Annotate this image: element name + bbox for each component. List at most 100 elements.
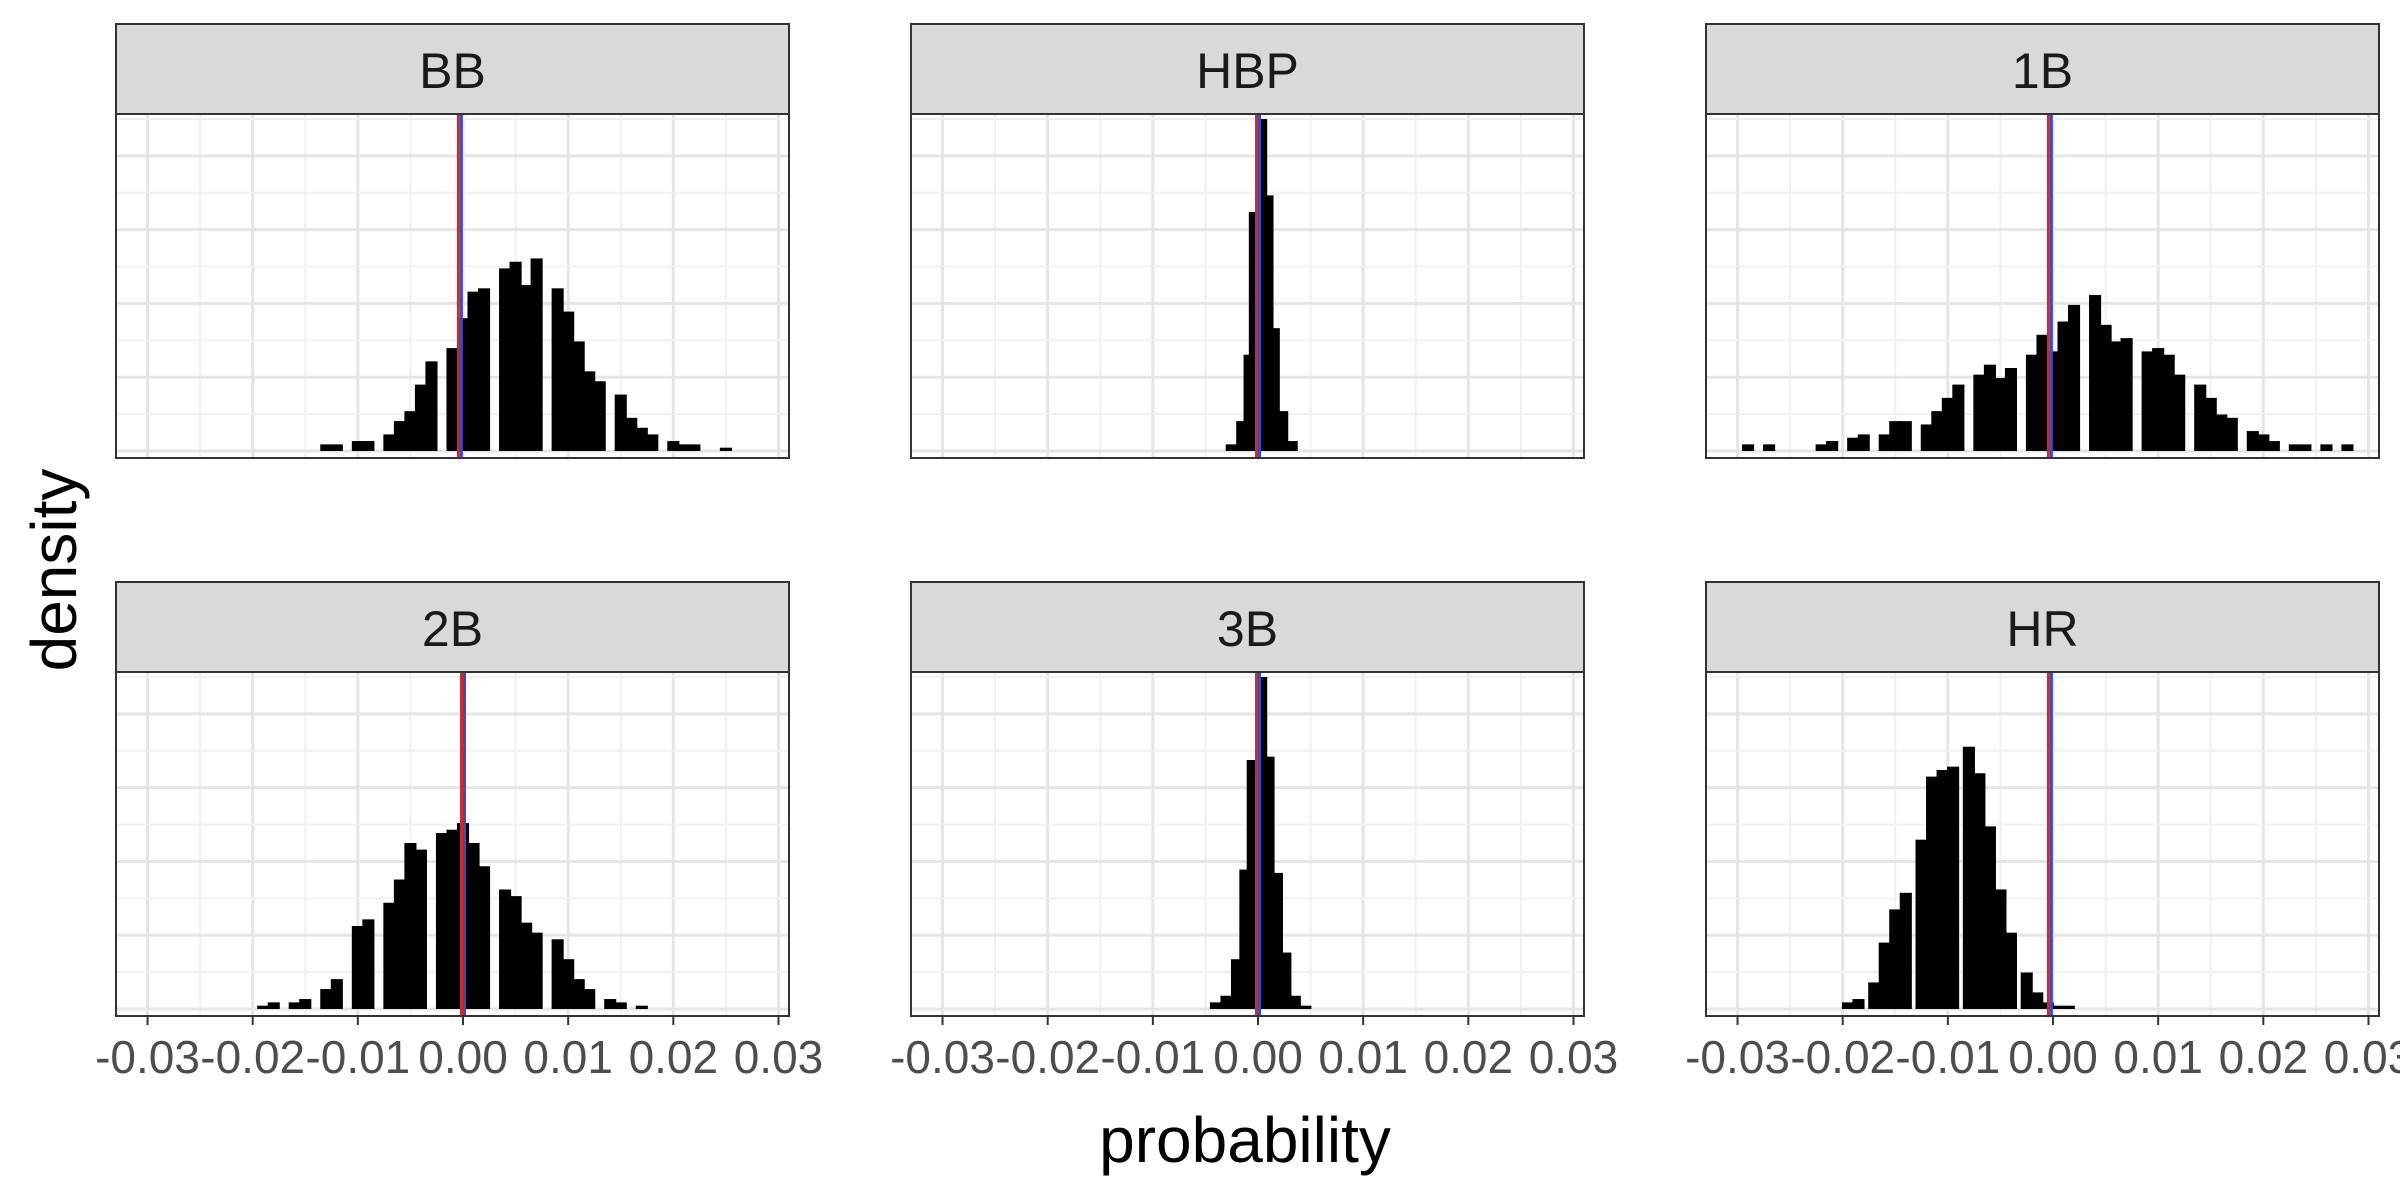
histogram-bar xyxy=(1947,766,1960,1009)
facet-strip-label: HR xyxy=(2006,601,2078,657)
facet-strip xyxy=(910,23,1585,115)
histogram-bar xyxy=(1994,377,2007,451)
histogram-bar xyxy=(393,879,406,1009)
histogram-bar xyxy=(583,989,596,1009)
histogram-bar xyxy=(1847,437,1860,451)
histogram-bar xyxy=(1763,444,1776,451)
histogram-bar xyxy=(299,999,312,1009)
histogram-bar xyxy=(446,829,459,1009)
histogram-bar xyxy=(2062,1005,2075,1009)
histogram-bar xyxy=(1878,434,1891,451)
histogram-bar xyxy=(499,268,512,451)
histogram-bar xyxy=(604,999,617,1009)
x-tick-label: 0.01 xyxy=(1318,1031,1408,1083)
histogram-bar xyxy=(614,1002,627,1009)
histogram-bar xyxy=(2020,972,2033,1009)
histogram-bar xyxy=(1868,982,1881,1009)
histogram-bar xyxy=(2057,321,2070,451)
histogram-bar xyxy=(2162,354,2175,451)
facet-panel: BB xyxy=(115,23,790,459)
histogram-bar xyxy=(1920,424,1933,451)
histogram-bar xyxy=(467,843,480,1009)
y-axis-title: density xyxy=(18,469,90,672)
facet-panel: HBP xyxy=(910,23,1585,459)
histogram-bar xyxy=(572,341,585,451)
histogram-bar xyxy=(362,919,375,1009)
x-tick-label: 0.03 xyxy=(734,1031,824,1083)
histogram-bar xyxy=(688,444,701,451)
facet-strip-label: HBP xyxy=(1196,43,1299,99)
facet-strip xyxy=(115,581,790,673)
histogram-bar xyxy=(1983,826,1996,1009)
x-tick-label: -0.02 xyxy=(200,1031,305,1083)
histogram-bar xyxy=(2099,324,2112,451)
histogram-bar xyxy=(414,849,427,1009)
histogram-bar xyxy=(1994,889,2007,1009)
histogram-bar xyxy=(1915,839,1928,1009)
panel-border xyxy=(1705,671,2380,1017)
histogram-bar xyxy=(562,311,575,451)
panel-border xyxy=(910,671,1585,1017)
facet-strip-label: 3B xyxy=(1217,601,1278,657)
histogram-bar xyxy=(583,371,596,451)
histogram-bar xyxy=(635,1005,648,1009)
x-tick-label: -0.01 xyxy=(1100,1031,1205,1083)
histogram-bar xyxy=(2288,444,2301,451)
x-tick-label: 0.00 xyxy=(2008,1031,2098,1083)
x-tick-label: -0.03 xyxy=(95,1031,200,1083)
histogram-bar xyxy=(2004,932,2017,1009)
histogram-bar xyxy=(646,434,659,451)
histogram-bar xyxy=(1936,769,1949,1009)
x-tick-label: -0.01 xyxy=(1895,1031,2000,1083)
x-tick-label: -0.01 xyxy=(305,1031,410,1083)
histogram-bar xyxy=(2246,431,2259,451)
facet-strip xyxy=(1705,23,2380,115)
x-tick-label: 0.02 xyxy=(1424,1031,1514,1083)
histogram-bar xyxy=(2299,444,2312,451)
x-tick-label: 0.02 xyxy=(2219,1031,2309,1083)
histogram-bar xyxy=(404,411,417,451)
histogram-bar xyxy=(1878,942,1891,1009)
histogram-bar xyxy=(2257,434,2270,451)
facet-panel: 3B -0.03 -0.02 -0.01 0.00 0.01 0.02 0.03 xyxy=(890,581,1618,1083)
histogram-bar xyxy=(562,959,575,1009)
histogram-bar xyxy=(446,348,459,451)
histogram-bar xyxy=(551,288,564,451)
histogram-bar xyxy=(1225,444,1238,451)
histogram-bar xyxy=(2052,1005,2065,1009)
x-tick-label: -0.03 xyxy=(1685,1031,1790,1083)
histogram-bar xyxy=(383,434,396,451)
histogram-bar xyxy=(2267,441,2280,451)
histogram-bar xyxy=(1983,364,1996,451)
histogram-bar xyxy=(520,285,533,451)
histogram-bar xyxy=(351,926,364,1009)
histogram-bar xyxy=(330,444,343,451)
histogram-bar xyxy=(414,384,427,451)
histogram-bar xyxy=(478,288,491,451)
histogram-bar xyxy=(1941,397,1954,451)
histogram-bar xyxy=(1279,952,1292,1009)
histogram-bar xyxy=(2341,444,2354,451)
histogram-bar xyxy=(1299,1005,1312,1009)
x-tick-label: 0.01 xyxy=(523,1031,613,1083)
panel-border xyxy=(115,113,790,459)
histogram-bar xyxy=(1931,411,1944,451)
facet-panel: 1B xyxy=(1705,23,2380,459)
facet-panel: 2B -0.03 -0.02 -0.01 0.00 0.01 0.02 0.03 xyxy=(95,581,824,1083)
histogram-bar xyxy=(1220,995,1233,1009)
histogram-bar xyxy=(1889,909,1902,1009)
histogram-bar xyxy=(530,258,543,451)
histogram-bar xyxy=(1826,441,1839,451)
histogram-bar xyxy=(1285,441,1298,451)
histogram-bar xyxy=(467,291,480,451)
histogram-bar xyxy=(1288,995,1301,1009)
histogram-bar xyxy=(530,932,543,1009)
histogram-bar xyxy=(1952,384,1965,451)
facet-strip xyxy=(910,581,1585,673)
histogram-bar xyxy=(1926,776,1939,1009)
histogram-bar xyxy=(330,979,343,1009)
histogram-bar xyxy=(267,1002,280,1009)
histogram-bar xyxy=(2320,444,2333,451)
